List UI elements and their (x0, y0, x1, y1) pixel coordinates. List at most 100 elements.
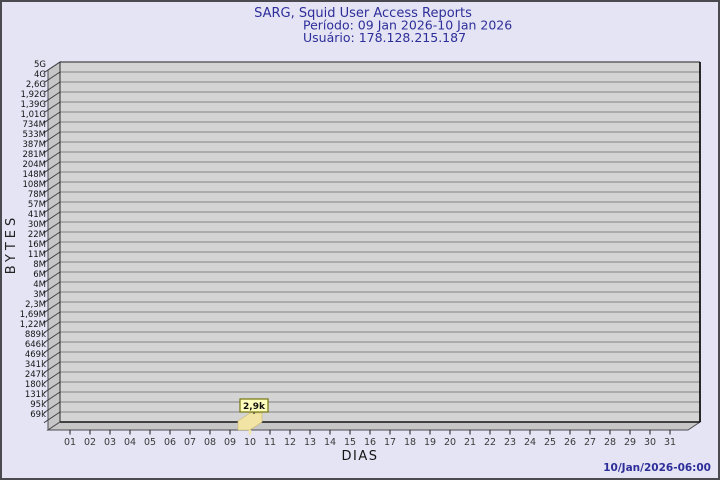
y-axis-tick (43, 201, 61, 214)
x-tick-label: 15 (344, 437, 356, 448)
y-axis-tick (43, 321, 61, 334)
y-axis-labels: 5G4G2,6G1,92G1,39G1,01G734M533M387M281M2… (20, 60, 46, 420)
x-axis-labels: 01 02 03 04 05 06 07 08 09 10 11 12 13 14 15 16 17 18 19 20… (64, 437, 676, 448)
y-axis-tick (43, 151, 61, 164)
plot-border (59, 61, 701, 423)
y-axis-tick (43, 271, 61, 284)
y-axis-tick (43, 341, 61, 354)
y-tick-label: 2,6G (26, 80, 46, 90)
y-tick-label: 734M (22, 120, 46, 130)
y-tick-label: 469k (25, 350, 46, 360)
y-tick-label: 4M (33, 280, 46, 290)
y-axis-tick (43, 351, 61, 364)
x-tick-label: 01 (64, 437, 76, 448)
x-tick-label: 12 (284, 437, 296, 448)
x-tick-label: 02 (84, 437, 96, 448)
y-tick-label: 148M (22, 170, 46, 180)
y-axis-tick (43, 121, 61, 134)
y-axis-tick (43, 171, 61, 184)
x-tick-label: 09 (224, 437, 236, 448)
x-tick-label: 08 (204, 437, 216, 448)
y-axis-tick (43, 331, 61, 344)
y-tick-label: 30M (28, 220, 46, 230)
y-tick-label: 1,39G (20, 100, 46, 110)
y-tick-label: 646k (25, 340, 46, 350)
y-axis-tick (43, 371, 61, 384)
y-axis-tick (43, 71, 61, 84)
y-tick-label: 16M (28, 240, 46, 250)
y-axis-tick (43, 241, 61, 254)
chart-subtitle-user: Usuário: 178.128.215.187 (303, 30, 466, 45)
x-tick-label: 10 (244, 437, 256, 448)
y-tick-label: 533M (22, 130, 46, 140)
y-axis-tick (43, 81, 61, 94)
report-timestamp: 10/Jan/2026-06:00 (603, 462, 711, 474)
x-tick-label: 16 (364, 437, 376, 448)
y-tick-label: 1,69M (20, 310, 46, 320)
y-axis-tick (43, 301, 61, 314)
y-axis-tick (43, 391, 61, 404)
y-axis-tick (43, 311, 61, 324)
y-tick-label: 2,3M (25, 300, 46, 310)
y-axis-tick (43, 61, 61, 74)
y-axis-tick (43, 411, 61, 424)
floor-3d (46, 421, 702, 431)
x-tick-label: 24 (524, 437, 536, 448)
x-tick-label: 13 (304, 437, 316, 448)
y-axis-tick (43, 251, 61, 264)
bar-value-label: 2,9k (243, 402, 266, 412)
x-tick-label: 18 (404, 437, 416, 448)
y-tick-label: 108M (22, 180, 46, 190)
y-axis-tick (43, 231, 61, 244)
y-tick-label: 131k (25, 390, 46, 400)
y-tick-label: 341k (25, 360, 46, 370)
x-tick-label: 04 (124, 437, 136, 448)
y-tick-label: 1,22M (20, 320, 46, 330)
y-tick-label: 204M (22, 160, 46, 170)
y-axis-tick (43, 361, 61, 374)
y-axis-tick (43, 161, 61, 174)
y-axis-tick (43, 211, 61, 224)
x-tick-label: 20 (444, 437, 456, 448)
y-axis-tick (43, 181, 61, 194)
x-tick-label: 03 (104, 437, 116, 448)
y-axis-tick (43, 291, 61, 304)
y-axis-tick (43, 261, 61, 274)
y-tick-label: 387M (22, 140, 46, 150)
x-tick-label: 21 (464, 437, 476, 448)
y-axis-tick (43, 281, 61, 294)
y-tick-label: 3M (33, 290, 46, 300)
y-axis-tick (43, 131, 61, 144)
y-axis-tick (43, 91, 61, 104)
y-axis-tick (43, 111, 61, 124)
chart-subtitle-period: Período: 09 Jan 2026-10 Jan 2026 (303, 18, 512, 33)
y-tick-label: 95k (30, 400, 46, 410)
x-tick-label: 22 (484, 437, 496, 448)
y-axis-tick (43, 401, 61, 414)
x-tick-label: 05 (144, 437, 156, 448)
bar-value-box (239, 398, 269, 413)
y-tick-label: 11M (28, 250, 46, 260)
y-axis-tick (43, 141, 61, 154)
y-axis-ticks (43, 61, 61, 424)
x-axis-ticks (69, 430, 671, 435)
x-tick-label: 25 (544, 437, 556, 448)
x-tick-label: 26 (564, 437, 576, 448)
x-tick-label: 28 (604, 437, 616, 448)
chart-title: SARG, Squid User Access Reports (254, 6, 472, 21)
y-axis-tick (43, 221, 61, 234)
x-tick-label: 06 (164, 437, 176, 448)
y-axis-tick (43, 381, 61, 394)
y-tick-label: 889k (25, 330, 46, 340)
y-tick-label: 247k (25, 370, 46, 380)
x-axis-title: DIAS (342, 449, 379, 464)
y-axis-tick (43, 101, 61, 114)
y-tick-label: 22M (28, 230, 46, 240)
y-tick-label: 57M (28, 200, 46, 210)
y-tick-label: 41M (28, 210, 46, 220)
y-tick-label: 281M (22, 150, 46, 160)
y-tick-label: 5G (34, 60, 46, 70)
bar-day-10: 2,9k (237, 398, 269, 435)
